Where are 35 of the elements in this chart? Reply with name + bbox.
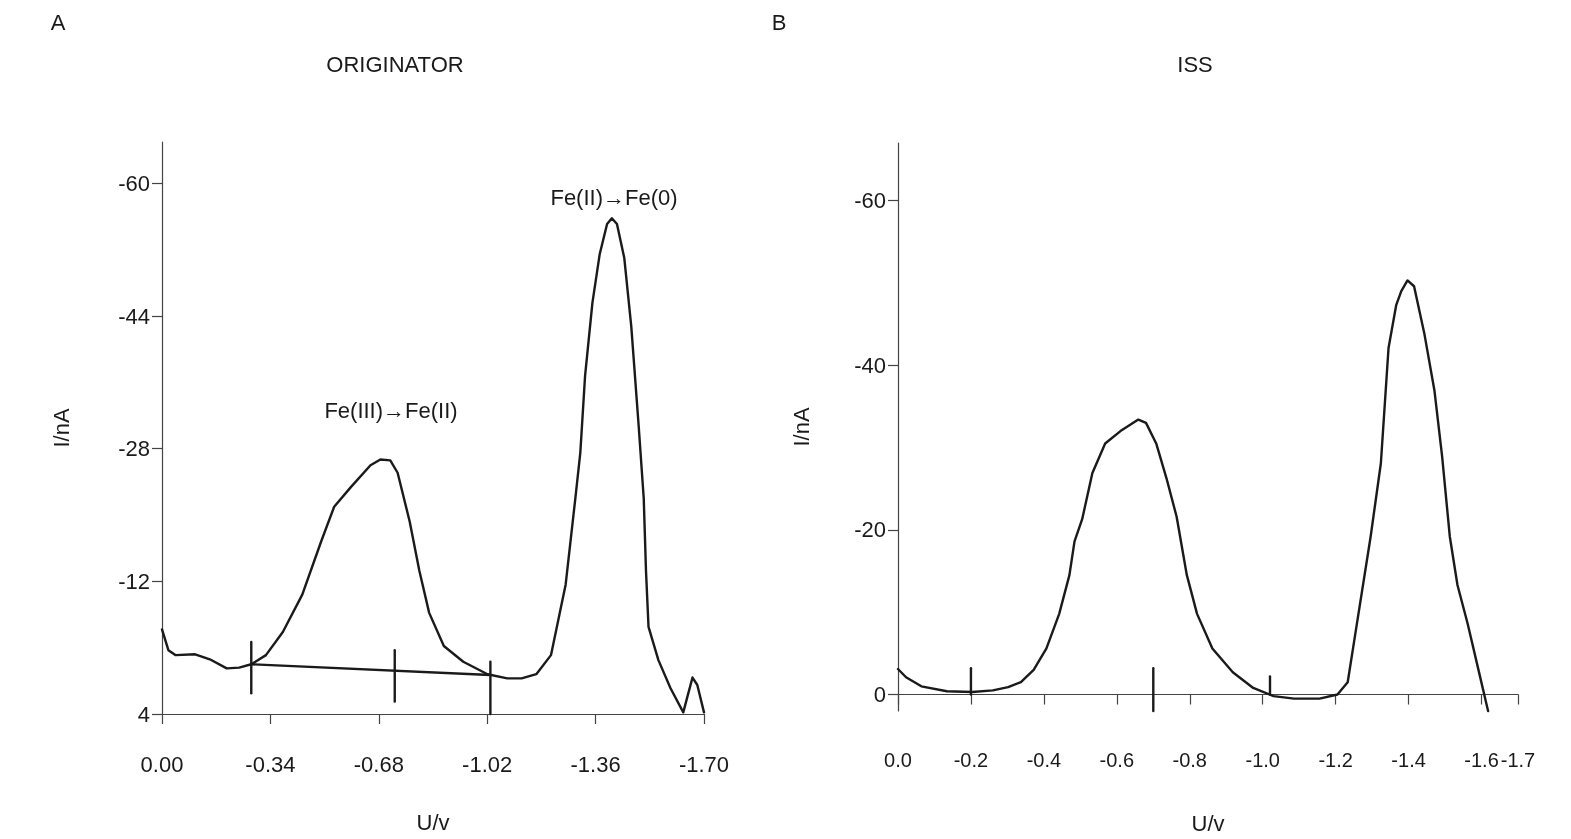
x-tick-label: 0.0: [884, 749, 912, 771]
x-axis-title: U/v: [416, 809, 450, 835]
y-tick-label: -20: [854, 517, 886, 543]
x-tick-label: -1.4: [1391, 749, 1426, 771]
y-tick-label: 4: [137, 701, 150, 727]
chart-title: ISS: [1177, 51, 1213, 77]
x-tick-label: -0.68: [353, 751, 404, 777]
y-tick-label: -44: [118, 303, 150, 329]
x-tick-label: -0.34: [245, 751, 296, 777]
y-tick-label: -40: [854, 352, 886, 378]
x-tick-label: -1.02: [462, 751, 513, 777]
y-tick-label: -12: [118, 568, 150, 594]
y-tick-label: -28: [118, 436, 150, 462]
x-tick-label: -1.2: [1318, 749, 1353, 771]
y-tick-label: -60: [854, 188, 886, 214]
x-tick-label: -1.0: [1245, 749, 1280, 771]
x-tick-label: -0.2: [953, 749, 989, 771]
x-tick-label: 0.00: [140, 751, 184, 777]
text: A: [50, 9, 66, 35]
text: B: [771, 9, 787, 35]
x-axis-title: U/v: [1191, 810, 1225, 836]
y-axis-title: I/nA: [48, 408, 74, 448]
y-axis-title: I/nA: [788, 407, 814, 447]
x-tick-label: -0.6: [1099, 749, 1135, 771]
x-tick-label: -1.6: [1464, 749, 1499, 771]
x-tick-label: -0.8: [1172, 749, 1207, 771]
annotation: Fe(III)→Fe(II): [324, 397, 458, 423]
y-tick-label: 0: [873, 682, 886, 708]
x-tick-label: -1.36: [570, 751, 621, 777]
x-tick-label: -1.70: [678, 751, 730, 777]
annotation: Fe(II)→Fe(0): [550, 184, 678, 210]
chart-title: ORIGINATOR: [326, 51, 464, 77]
x-tick-label: -1.7: [1500, 749, 1536, 771]
y-tick-label: -60: [118, 170, 150, 196]
x-tick-label: -0.4: [1026, 749, 1062, 771]
